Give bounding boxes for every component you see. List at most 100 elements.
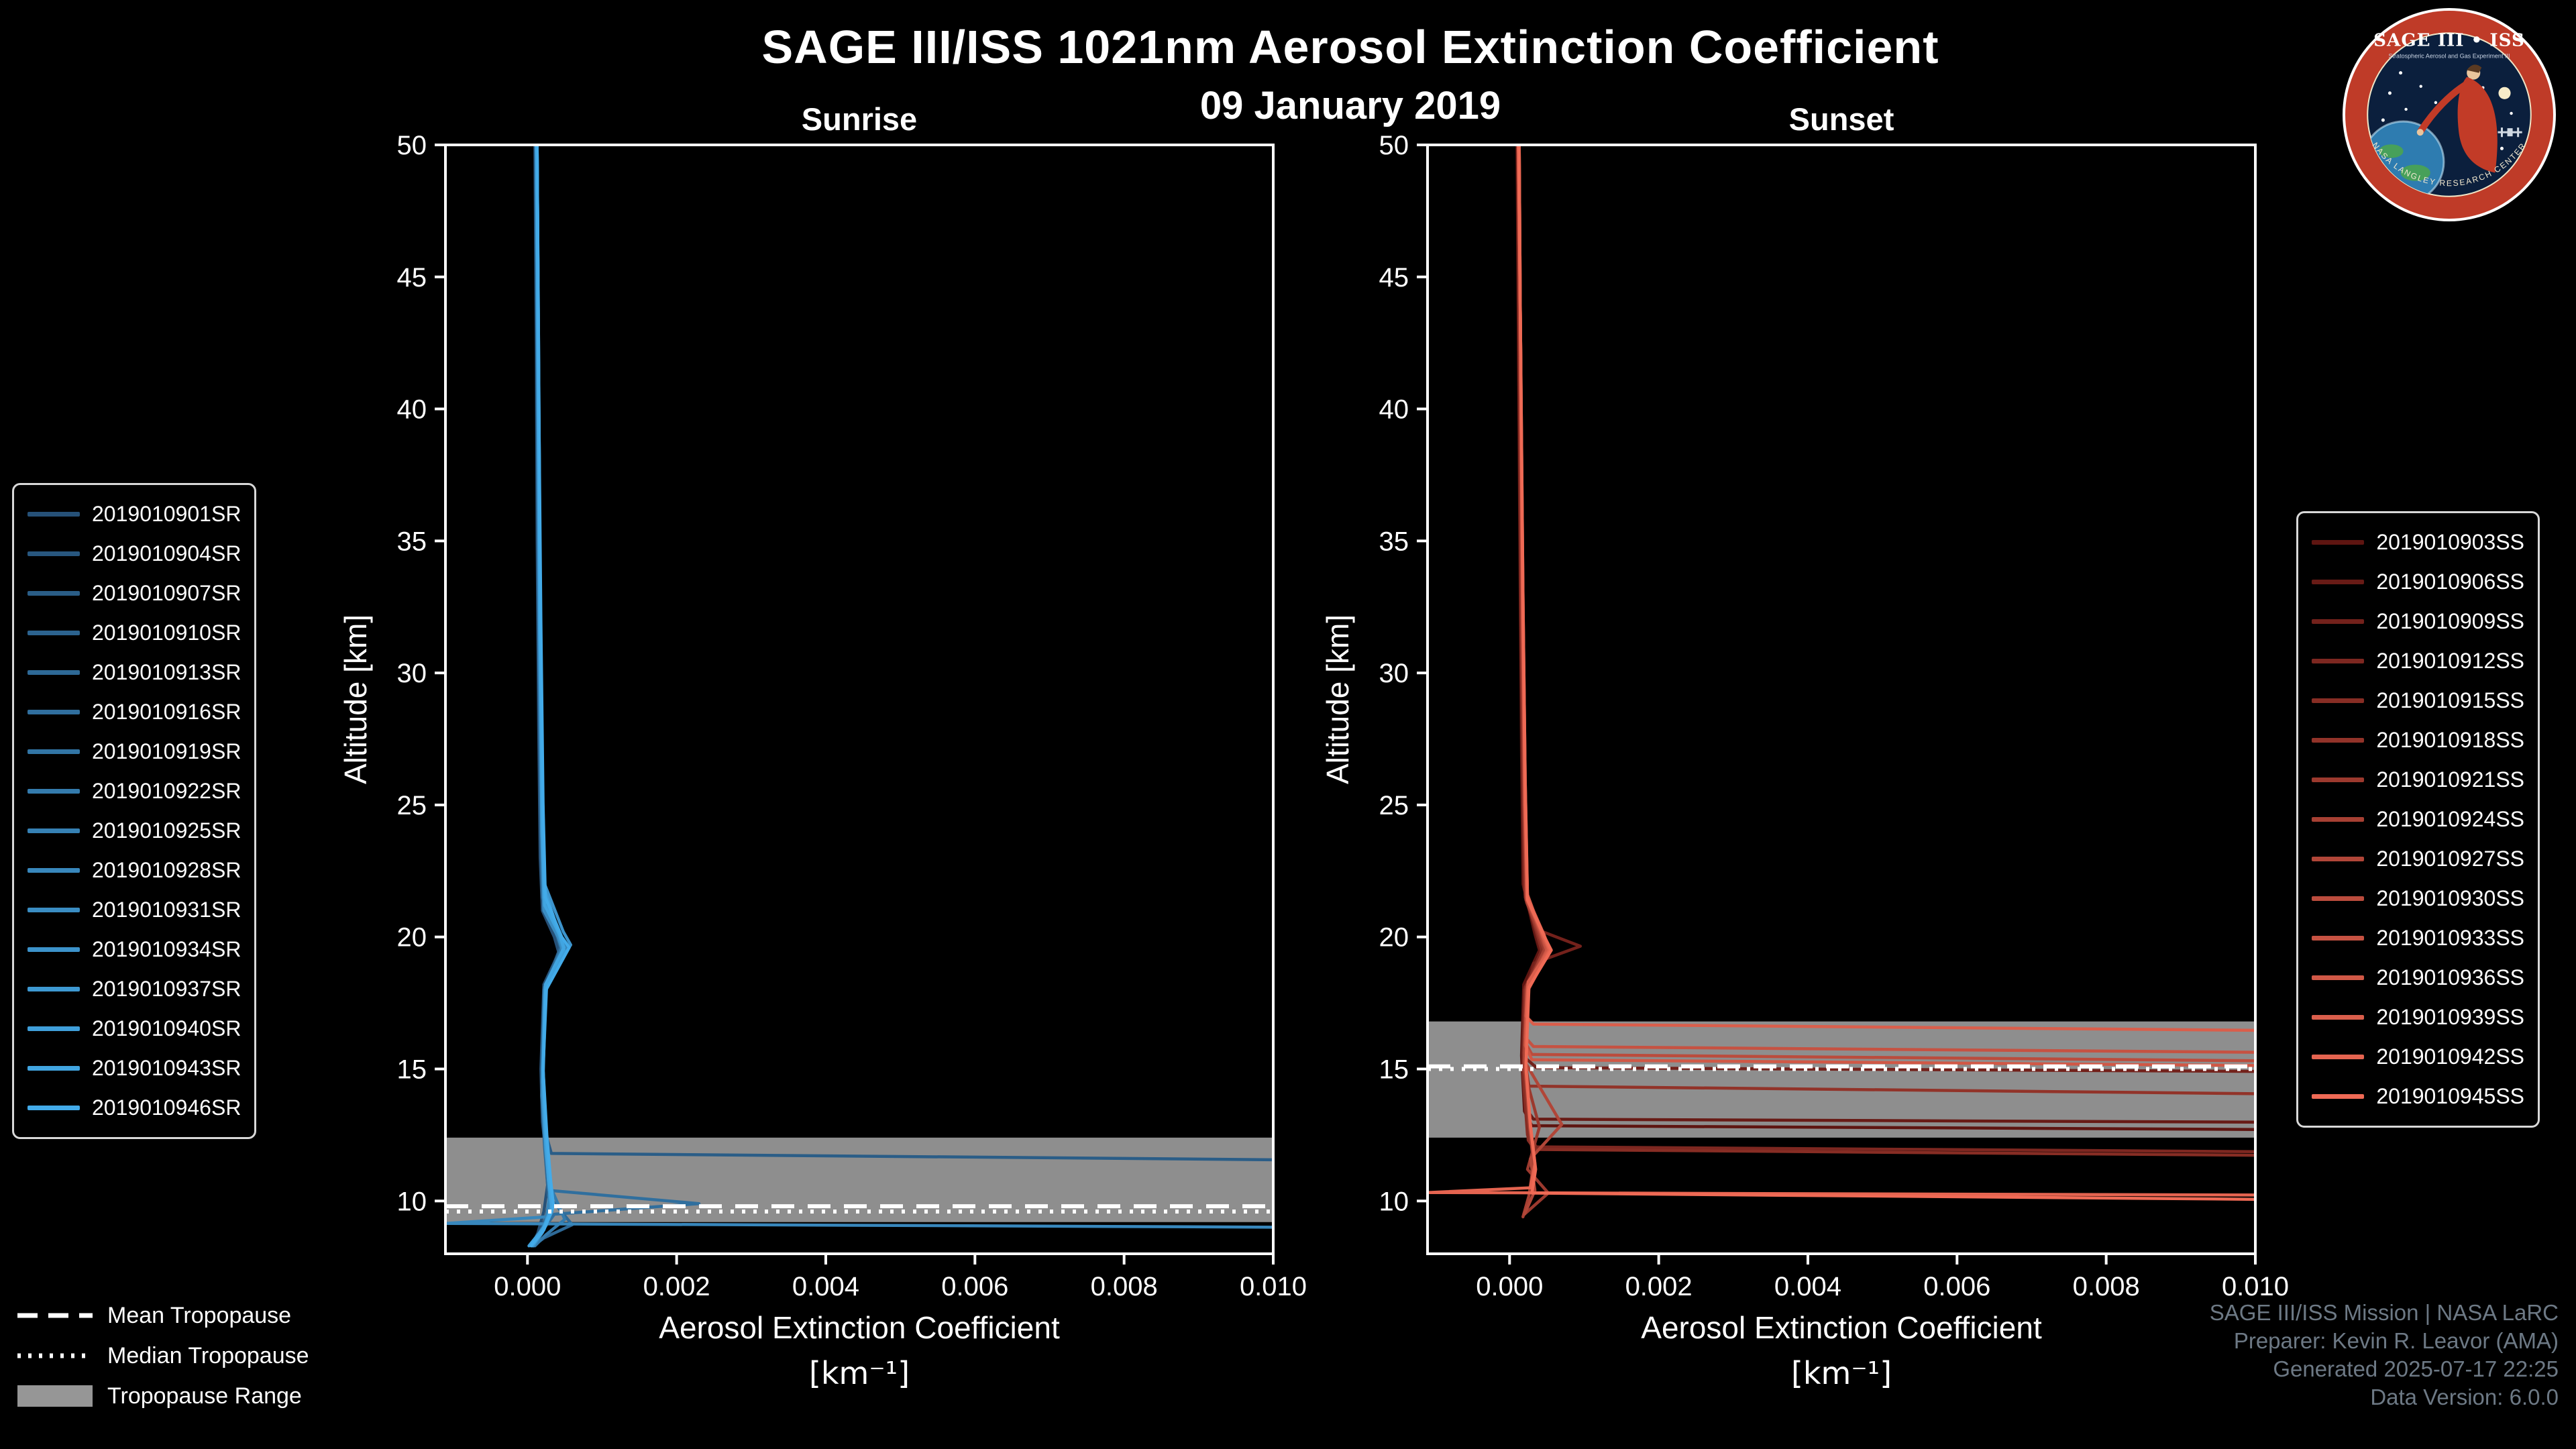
profile-line-2019010930SS	[1517, 145, 2255, 1063]
x-tick-label: 0.008	[2073, 1272, 2140, 1301]
sunset-axes-spines	[1426, 144, 2257, 1255]
legend-label: 2019010939SS	[2376, 1005, 2524, 1029]
legend-item-2019010912SS: 2019010912SS	[2312, 641, 2524, 681]
credits: SAGE III/ISS Mission | NASA LaRC Prepare…	[2210, 1299, 2559, 1411]
legend-label: 2019010915SS	[2376, 688, 2524, 712]
profile-line-2019010918SS	[1516, 145, 2255, 1095]
legend-label: 2019010913SR	[92, 660, 241, 684]
legend-label: 2019010921SS	[2376, 767, 2524, 792]
x-tick-label: 0.010	[1240, 1272, 1307, 1301]
legend-label: 2019010928SR	[92, 858, 241, 882]
legend-item-2019010903SS: 2019010903SS	[2312, 523, 2524, 562]
legend-item-2019010919SR: 2019010919SR	[28, 732, 241, 771]
legend-label: 2019010925SR	[92, 818, 241, 843]
y-tick-label: 50	[397, 131, 427, 160]
legend-line-sample	[2312, 659, 2365, 663]
profile-line-2019010946SR	[529, 145, 571, 1248]
legend-item-2019010927SS: 2019010927SS	[2312, 839, 2524, 879]
legend-label: 2019010931SR	[92, 898, 241, 922]
legend-item-2019010930SS: 2019010930SS	[2312, 879, 2524, 918]
y-tick-label: 40	[397, 395, 427, 425]
profile-line-2019010906SS	[1516, 145, 2255, 1124]
legend-label: 2019010904SR	[92, 541, 241, 566]
legend-label: 2019010934SR	[92, 937, 241, 961]
y-tick-label: 10	[397, 1187, 427, 1216]
y-tick-label: 50	[1379, 131, 1409, 160]
legend-label: 2019010945SS	[2376, 1084, 2524, 1108]
sunrise-event-legend: 2019010901SR 2019010904SR 2019010907SR 2019…	[12, 483, 257, 1139]
sunrise-tropopause-range-band	[445, 1137, 1273, 1222]
x-axis-label: Aerosol Extinction Coefficient	[659, 1310, 1060, 1345]
y-tick-label: 40	[1379, 395, 1409, 425]
legend-item-2019010904SR: 2019010904SR	[28, 534, 241, 574]
legend-line-sample	[28, 908, 80, 912]
legend-line-sample	[28, 828, 80, 833]
profile-line-2019010909SS	[1517, 145, 2255, 1073]
legend-label: 2019010946SR	[92, 1095, 241, 1120]
legend-label: 2019010922SR	[92, 779, 241, 803]
legend-line-sample	[2312, 698, 2365, 703]
legend-line-sample	[28, 868, 80, 873]
legend-item-2019010940SR: 2019010940SR	[28, 1009, 241, 1049]
legend-item-2019010925SR: 2019010925SR	[28, 811, 241, 851]
sunset-plot-area	[1428, 145, 2255, 1219]
profile-line-2019010936SS	[1517, 145, 2255, 1067]
legend-label: 2019010930SS	[2376, 886, 2524, 910]
x-axis-units-label: [km⁻¹]	[1791, 1355, 1892, 1391]
median-tropopause-legend-item: Median Tropopause	[17, 1340, 309, 1371]
legend-label: 2019010937SR	[92, 977, 241, 1001]
median-tropopause-label: Median Tropopause	[107, 1342, 309, 1368]
legend-item-2019010936SS: 2019010936SS	[2312, 958, 2524, 998]
date-subtitle: 09 January 2019	[1199, 84, 1501, 127]
legend-line-sample	[2312, 738, 2365, 743]
x-tick-label: 0.000	[1476, 1272, 1543, 1301]
legend-label: 2019010933SS	[2376, 926, 2524, 950]
legend-item-2019010937SR: 2019010937SR	[28, 969, 241, 1009]
patch-art	[2367, 64, 2522, 197]
profile-line-2019010928SR	[445, 145, 1273, 1229]
y-tick-label: 30	[397, 659, 427, 688]
legend-item-2019010918SS: 2019010918SS	[2312, 720, 2524, 760]
legend-line-sample	[28, 987, 80, 991]
y-tick-label: 20	[1379, 923, 1409, 953]
legend-label: 2019010936SS	[2376, 965, 2524, 989]
profile-line-2019010933SS	[1517, 145, 2255, 1054]
y-tick-label: 35	[1379, 527, 1409, 556]
legend-line-sample	[2312, 1015, 2365, 1020]
profile-line-2019010912SS	[1516, 145, 2255, 1153]
legend-line-sample	[2312, 540, 2365, 545]
credit-line-version: Data Version: 6.0.0	[2370, 1385, 2559, 1409]
y-axis-label: Altitude [km]	[338, 614, 373, 784]
y-tick-label: 25	[1379, 791, 1409, 820]
x-axis-label: Aerosol Extinction Coefficient	[1641, 1310, 2042, 1345]
iss-icon	[2498, 127, 2522, 138]
legend-line-sample	[2312, 619, 2365, 624]
legend-line-sample	[2312, 896, 2365, 901]
legend-label: 2019010903SS	[2376, 530, 2524, 554]
y-axis-label: Altitude [km]	[1320, 614, 1355, 784]
x-tick-label: 0.010	[2222, 1272, 2289, 1301]
y-tick-label: 45	[397, 263, 427, 292]
legend-item-2019010943SR: 2019010943SR	[28, 1049, 241, 1088]
x-tick-label: 0.002	[1625, 1272, 1693, 1301]
legend-line-sample	[28, 1106, 80, 1110]
sunrise-axes-spines	[444, 144, 1275, 1255]
y-tick-label: 20	[397, 923, 427, 953]
x-axis-units-label: [km⁻¹]	[809, 1355, 910, 1391]
y-tick-label: 25	[397, 791, 427, 820]
legend-item-2019010910SR: 2019010910SR	[28, 613, 241, 653]
profile-line-2019010916SR	[531, 145, 701, 1245]
credit-line-generated: Generated 2025-07-17 22:25	[2273, 1356, 2559, 1381]
legend-item-2019010922SR: 2019010922SR	[28, 771, 241, 811]
legend-item-2019010939SS: 2019010939SS	[2312, 998, 2524, 1037]
legend-line-sample	[2312, 936, 2365, 941]
legend-item-2019010906SS: 2019010906SS	[2312, 562, 2524, 602]
legend-item-2019010901SR: 2019010901SR	[28, 494, 241, 534]
legend-item-2019010916SR: 2019010916SR	[28, 692, 241, 732]
profile-line-2019010945SS	[1517, 145, 2255, 1201]
legend-line-sample	[28, 631, 80, 635]
x-tick-label: 0.006	[1923, 1272, 1990, 1301]
x-tick-label: 0.002	[643, 1272, 710, 1301]
legend-line-sample	[28, 591, 80, 596]
